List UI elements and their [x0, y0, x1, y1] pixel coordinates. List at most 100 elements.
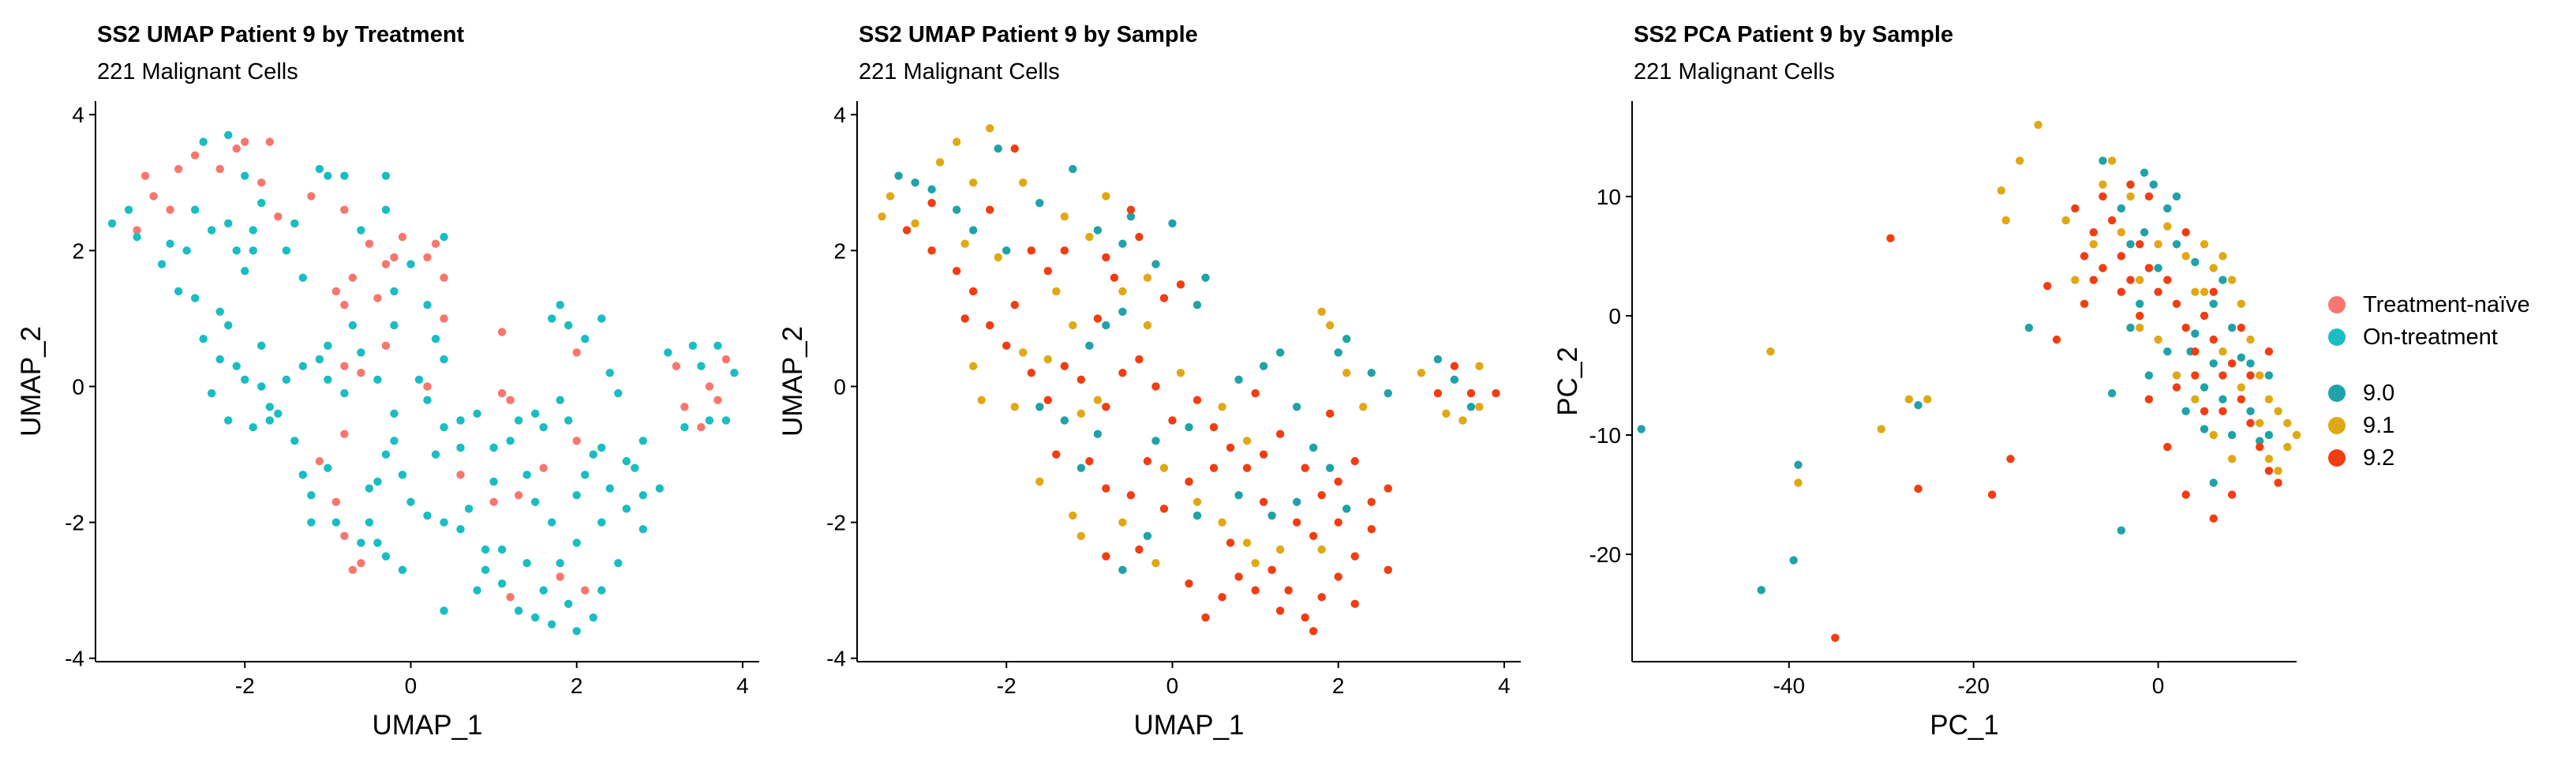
data-point — [1234, 490, 1243, 500]
data-point — [1027, 246, 1035, 255]
data-point — [140, 171, 150, 180]
data-point — [166, 239, 174, 248]
data-point — [298, 471, 308, 479]
data-point — [249, 226, 257, 235]
data-point — [638, 437, 648, 445]
data-point — [2227, 323, 2237, 332]
data-point — [2135, 311, 2144, 321]
data-point — [348, 273, 358, 282]
data-point — [1027, 369, 1035, 377]
data-point — [1383, 388, 1392, 398]
data-point — [960, 314, 969, 323]
data-point — [2117, 252, 2126, 261]
data-point — [1185, 422, 1193, 432]
data-point — [1085, 232, 1094, 242]
legend-item-sample-9-1: 9.1 — [2328, 410, 2394, 441]
data-point — [1367, 497, 1376, 506]
series-9-1 — [1766, 121, 2301, 487]
data-point — [1234, 375, 1243, 385]
data-point — [539, 422, 548, 432]
data-point — [1151, 382, 1160, 391]
data-point — [721, 416, 731, 425]
data-point — [1259, 450, 1268, 459]
data-point — [2144, 192, 2154, 201]
data-point — [2117, 204, 2126, 213]
data-point — [2140, 168, 2149, 177]
legend-dot — [2328, 328, 2346, 346]
data-point — [340, 300, 349, 310]
data-point — [2071, 204, 2080, 213]
data-point — [290, 437, 299, 445]
data-point — [1251, 559, 1260, 568]
data-point — [697, 422, 706, 432]
data-point — [1309, 443, 1318, 452]
data-point — [398, 565, 407, 575]
data-point — [1218, 403, 1226, 411]
data-point — [340, 362, 349, 370]
y-tick-label: 4 — [72, 103, 84, 127]
data-point — [2080, 252, 2089, 261]
data-point — [1135, 232, 1144, 242]
data-point — [1789, 556, 1798, 565]
data-point — [2209, 514, 2218, 523]
data-point — [564, 416, 573, 425]
data-point — [522, 471, 531, 479]
data-point — [697, 362, 706, 370]
data-point — [340, 205, 349, 214]
data-point — [1085, 341, 1094, 351]
data-point — [2209, 287, 2218, 296]
y-tick-label: 0 — [833, 374, 846, 399]
data-point — [215, 164, 224, 174]
data-point — [2274, 467, 2282, 475]
data-point — [605, 369, 614, 377]
y-tick-label: 0 — [72, 374, 84, 399]
data-point — [2135, 323, 2144, 332]
data-point — [423, 382, 432, 391]
data-point — [1143, 456, 1152, 466]
data-point — [589, 450, 597, 459]
data-point — [224, 130, 233, 140]
data-point — [1475, 403, 1484, 411]
y-tick-label: 2 — [72, 238, 84, 263]
data-point — [2227, 359, 2237, 368]
data-point — [2052, 335, 2061, 344]
y-tick-label: 10 — [1597, 185, 1621, 209]
data-point — [190, 205, 200, 214]
data-point — [2071, 276, 2080, 284]
data-point — [406, 497, 415, 506]
data-point — [655, 484, 665, 493]
data-point — [721, 355, 731, 364]
data-point — [1118, 369, 1127, 377]
data-point — [390, 437, 399, 445]
data-point — [1151, 260, 1160, 268]
series-9-2 — [902, 144, 1500, 636]
data-point — [2107, 388, 2117, 398]
chart-title: SS2 UMAP Patient 9 by Treatment — [97, 22, 465, 47]
data-point — [1466, 388, 1476, 398]
data-point — [274, 212, 283, 221]
data-point — [241, 266, 249, 276]
data-point — [257, 341, 266, 351]
data-point — [1637, 425, 1646, 433]
data-point — [1309, 627, 1318, 636]
series-9-0 — [1637, 156, 2274, 595]
data-point — [614, 388, 623, 398]
data-point — [2256, 437, 2264, 445]
data-point — [968, 226, 978, 235]
y-tick-label: -4 — [826, 647, 846, 671]
data-point — [2135, 299, 2144, 309]
data-point — [522, 559, 531, 568]
data-point — [1185, 579, 1193, 588]
data-point — [1193, 396, 1202, 404]
umap-sample-plot: -2 0 2 4 -4 -2 0 2 4 UMAP_1 UMAP_2 — [777, 101, 1521, 741]
data-point — [365, 518, 374, 527]
y-tick-label: 4 — [833, 103, 846, 127]
data-point — [414, 375, 424, 385]
data-point — [497, 328, 507, 336]
data-point — [207, 388, 216, 398]
data-point — [473, 586, 481, 595]
legend-label: Treatment-naïve — [2363, 291, 2530, 317]
data-point — [199, 335, 208, 343]
data-point — [331, 497, 341, 506]
data-point — [878, 212, 886, 221]
